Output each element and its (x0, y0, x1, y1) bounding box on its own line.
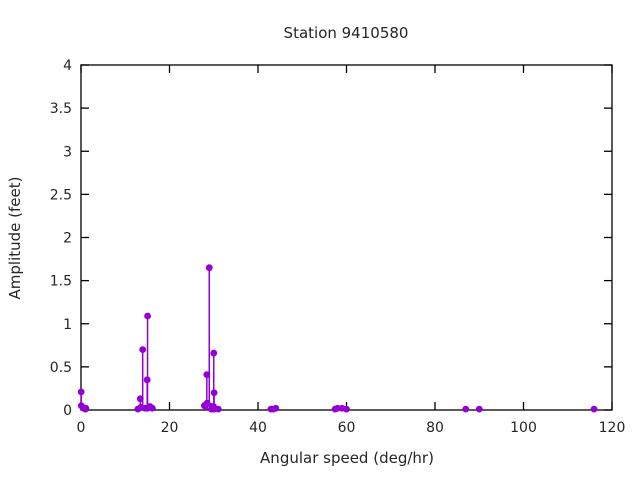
y-tick-label: 2 (63, 231, 72, 247)
data-point (149, 404, 156, 412)
data-point (214, 405, 222, 413)
axis-ticks: 0 20 40 60 80 100 120 0 0.5 1 1.5 2 2.5 3 3.5 4 (50, 58, 626, 436)
y-tick-label: 3 (63, 144, 72, 160)
x-tick-label: 40 (249, 420, 267, 436)
data-point (205, 264, 213, 272)
plot-area: 0 20 40 60 80 100 120 0 0.5 1 1.5 2 2.5 3 3.5 4 (50, 58, 626, 436)
x-tick-label: 0 (77, 420, 86, 436)
x-tick-label: 60 (338, 420, 356, 436)
data-point (82, 404, 90, 412)
y-tick-label: 4 (63, 58, 72, 74)
chart-title: Station 9410580 (284, 24, 409, 42)
y-tick-label: 0 (63, 403, 72, 419)
y-tick-label: 2.5 (50, 187, 72, 203)
y-tick-label: 0.5 (50, 360, 72, 376)
data-point (590, 405, 598, 413)
data-point (272, 404, 280, 412)
data-point (144, 312, 151, 320)
data-point (210, 349, 218, 357)
plot-border (80, 64, 613, 411)
y-tick-label: 1.5 (50, 274, 72, 290)
data-point (343, 405, 350, 413)
x-tick-label: 80 (426, 420, 444, 436)
data-point (136, 395, 144, 403)
data-series-impulses (77, 264, 598, 413)
data-point (77, 388, 85, 396)
y-tick-label: 3.5 (50, 101, 72, 117)
y-tick-label: 1 (63, 317, 72, 333)
data-point (210, 389, 218, 397)
data-point (475, 405, 483, 413)
x-tick-label: 120 (599, 420, 626, 436)
data-point (203, 371, 211, 379)
x-tick-label: 20 (161, 420, 179, 436)
x-axis-label: Angular speed (deg/hr) (260, 449, 434, 467)
x-tick-label: 100 (510, 420, 537, 436)
data-point (143, 376, 151, 384)
data-point (139, 346, 147, 354)
data-point (462, 405, 470, 413)
y-axis-label: Amplitude (feet) (6, 177, 24, 300)
